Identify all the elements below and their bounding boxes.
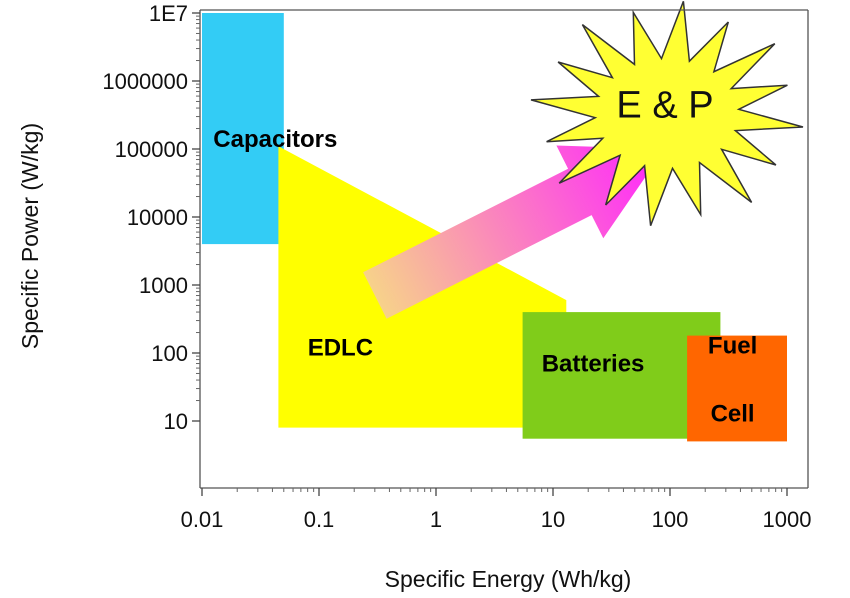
axes-layer: 0.01 0.1 1 10 100 1000 10 100 1000 10000 100000 100…	[102, 1, 811, 532]
y-axis-title: Specific Power (W/kg)	[17, 123, 43, 349]
x-tick-label: 1	[430, 507, 442, 532]
fuel-cell-region	[687, 335, 787, 442]
edlc-label: EDLC	[308, 335, 373, 362]
x-axis-title: Specific Energy (Wh/kg)	[385, 566, 632, 592]
y-tick-label: 1000	[139, 273, 188, 298]
trend-arrow	[363, 145, 665, 319]
y-tick-label: 1000000	[102, 69, 188, 94]
capacitors-label: Capacitors	[213, 126, 337, 153]
burst-layer: E & P	[530, 1, 804, 226]
capacitors-region	[202, 13, 284, 245]
y-tick-label: 10	[164, 409, 188, 434]
arrow-layer	[363, 145, 665, 319]
x-tick-label: 1000	[763, 507, 812, 532]
y-tick-label: 100000	[115, 137, 188, 162]
batteries-label: Batteries	[542, 351, 645, 378]
starburst-label: E & P	[616, 85, 713, 127]
y-tick-label: 1E7	[149, 1, 188, 26]
x-tick-label: 100	[652, 507, 689, 532]
x-tick-label: 0.01	[181, 507, 224, 532]
y-tick-label: 10000	[127, 205, 188, 230]
starburst	[530, 1, 804, 226]
y-tick-label: 100	[151, 341, 188, 366]
x-tick-label: 0.1	[304, 507, 335, 532]
labels-layer: Capacitors EDLC Batteries Fuel Cell	[213, 126, 757, 427]
fuel-cell-label-line: Cell	[711, 400, 755, 427]
x-tick-label: 10	[541, 507, 565, 532]
fuel-cell-label-line: Fuel	[708, 332, 757, 359]
